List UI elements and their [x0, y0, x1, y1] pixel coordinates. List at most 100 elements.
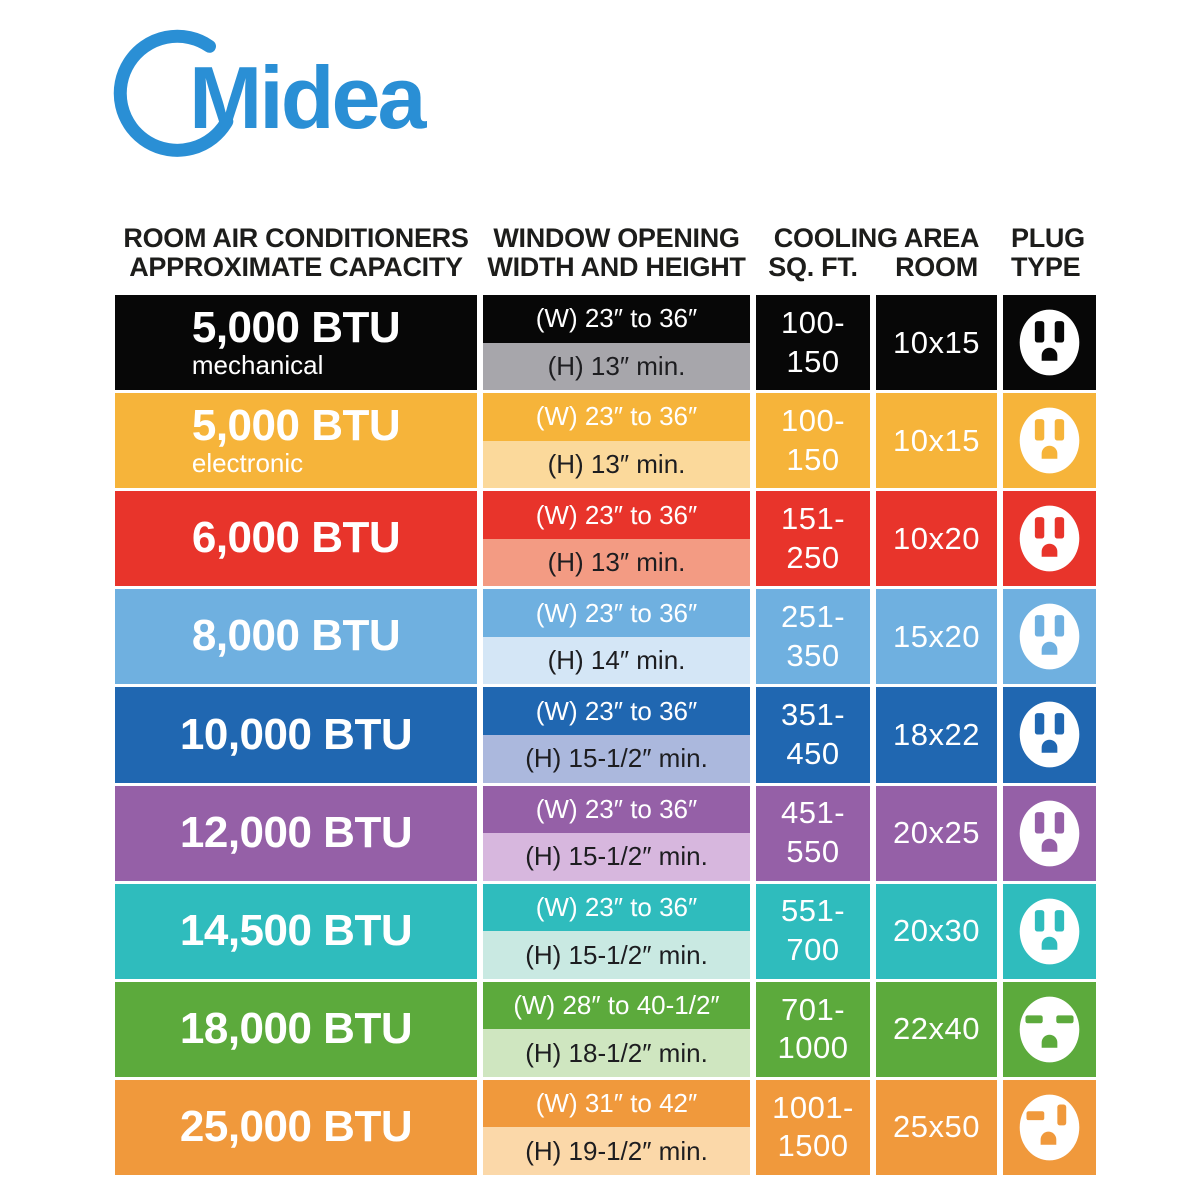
capacity-text-block: 10,000 BTU — [179, 709, 413, 759]
btu-value: 6,000 BTU — [191, 513, 401, 563]
room-size-cell: 22x40 — [876, 981, 997, 1077]
cooling-area-line2: 700 — [786, 932, 840, 968]
plug-type-cell — [1003, 687, 1096, 783]
header-cooling-area: COOLING AREA SQ. FT. ROOM — [756, 224, 997, 282]
capacity-cell: 18,000 BTU — [115, 981, 477, 1077]
header-cooling-sqft: SQ. FT. — [768, 252, 858, 282]
room-size-cell: 10x20 — [876, 491, 997, 587]
room-size-cell: 25x50 — [876, 1079, 997, 1175]
window-height-value: (H) 13″ min. — [483, 440, 750, 489]
window-width-value: (W) 28″ to 40-1/2″ — [483, 981, 750, 1030]
cooling-area-sqft-cell: 451- 550 — [756, 785, 870, 881]
midea-logo-graphic: Midea — [113, 29, 430, 157]
power-outlet-icon — [1019, 505, 1080, 572]
room-size-cell: 15x20 — [876, 589, 997, 685]
capacity-text-block: 8,000 BTU — [191, 611, 401, 661]
plug-type-cell — [1003, 981, 1096, 1077]
cooling-area-sqft-cell: 151- 250 — [756, 491, 870, 587]
window-height-value: (H) 15-1/2″ min. — [483, 735, 750, 783]
power-outlet-icon — [1019, 702, 1080, 768]
window-opening-cell: (W) 23″ to 36″ (H) 13″ min. — [483, 393, 750, 489]
window-opening-cell: (W) 23″ to 36″ (H) 15-1/2″ min. — [483, 785, 750, 881]
cooling-area-sqft-cell: 1001- 1500 — [756, 1079, 870, 1175]
cooling-area-line2: 550 — [786, 834, 840, 870]
table-row: 25,000 BTU (W) 31″ to 42″ (H) 19-1/2″ mi… — [115, 1079, 1096, 1175]
plug-type-cell — [1003, 589, 1096, 685]
capacity-cell: 6,000 BTU — [115, 491, 477, 587]
cooling-area-sqft-cell: 551- 700 — [756, 883, 870, 979]
room-size-cell: 10x15 — [876, 295, 997, 391]
cooling-area-sqft-cell: 100- 150 — [756, 393, 870, 489]
window-opening-cell: (W) 31″ to 42″ (H) 19-1/2″ min. — [483, 1079, 750, 1175]
capacity-cell: 5,000 BTU electronic — [115, 393, 477, 489]
power-outlet-icon — [1019, 407, 1080, 474]
power-outlet-icon — [1019, 800, 1080, 867]
window-height-value: (H) 14″ min. — [483, 636, 750, 685]
header-cooling-room: ROOM — [895, 252, 978, 282]
window-height-value: (H) 13″ min. — [483, 538, 750, 587]
window-opening-cell: (W) 23″ to 36″ (H) 15-1/2″ min. — [483, 687, 750, 783]
power-outlet-icon — [1019, 996, 1080, 1063]
btu-value: 10,000 BTU — [179, 709, 413, 759]
window-opening-cell: (W) 23″ to 36″ (H) 13″ min. — [483, 491, 750, 587]
btu-value: 14,500 BTU — [179, 905, 413, 955]
cooling-area-line2: 1000 — [777, 1030, 849, 1066]
power-outlet-icon — [1019, 309, 1080, 376]
table-row: 6,000 BTU (W) 23″ to 36″ (H) 13″ min. 15… — [115, 491, 1096, 587]
window-width-value: (W) 23″ to 36″ — [483, 687, 750, 735]
cooling-area-line1: 100- — [780, 304, 846, 340]
cooling-area-sqft-cell: 351- 450 — [756, 687, 870, 783]
capacity-cell: 14,500 BTU — [115, 883, 477, 979]
window-opening-cell: (W) 23″ to 36″ (H) 13″ min. — [483, 295, 750, 391]
table-row: 18,000 BTU (W) 28″ to 40-1/2″ (H) 18-1/2… — [115, 981, 1096, 1077]
cooling-area-line2: 450 — [786, 735, 840, 771]
capacity-text-block: 14,500 BTU — [179, 905, 413, 955]
window-height-value: (H) 18-1/2″ min. — [483, 1029, 750, 1077]
window-width-value: (W) 31″ to 42″ — [483, 1079, 750, 1128]
logo-brand-text: Midea — [189, 48, 427, 147]
room-size-cell: 10x15 — [876, 393, 997, 489]
btu-value: 8,000 BTU — [191, 611, 401, 661]
room-size-cell: 18x22 — [876, 687, 997, 783]
window-height-value: (H) 15-1/2″ min. — [483, 833, 750, 881]
header-window-line1: WINDOW OPENING — [493, 223, 740, 253]
capacity-text-block: 18,000 BTU — [180, 1006, 413, 1052]
window-height-value: (H) 19-1/2″ min. — [483, 1127, 750, 1175]
table-row: 5,000 BTU electronic (W) 23″ to 36″ (H) … — [115, 393, 1096, 489]
logo-swoosh-icon — [113, 29, 234, 157]
btu-value: 5,000 BTU — [191, 302, 401, 352]
cooling-area-sqft-cell: 701- 1000 — [756, 981, 870, 1077]
header-cooling-title: COOLING AREA — [773, 223, 980, 253]
power-outlet-icon — [1019, 898, 1080, 965]
cooling-area-line2: 350 — [786, 637, 840, 673]
table-row: 12,000 BTU (W) 23″ to 36″ (H) 15-1/2″ mi… — [115, 785, 1096, 881]
plug-type-cell — [1003, 785, 1096, 881]
cooling-area-line1: 151- — [780, 501, 846, 537]
cooling-area-line2: 150 — [786, 343, 840, 379]
header-window: WINDOW OPENING WIDTH AND HEIGHT — [483, 224, 750, 282]
capacity-text-block: 6,000 BTU — [191, 513, 401, 563]
cooling-area-line1: 451- — [780, 795, 846, 831]
plug-type-cell — [1003, 491, 1096, 587]
capacity-cell: 12,000 BTU — [115, 785, 477, 881]
capacity-text-block: 5,000 BTU mechanical — [191, 302, 401, 380]
header-capacity: ROOM AIR CONDITIONERS APPROXIMATE CAPACI… — [115, 224, 477, 282]
cooling-area-line1: 251- — [780, 599, 846, 635]
room-size-cell: 20x30 — [876, 883, 997, 979]
cooling-area-line2: 250 — [786, 539, 840, 575]
btu-value: 25,000 BTU — [179, 1101, 413, 1151]
table-header: ROOM AIR CONDITIONERS APPROXIMATE CAPACI… — [115, 224, 1096, 282]
capacity-cell: 8,000 BTU — [115, 589, 477, 685]
cooling-area-line2: 1500 — [777, 1128, 849, 1164]
header-plug-line2: TYPE — [1011, 252, 1081, 282]
window-width-value: (W) 23″ to 36″ — [483, 785, 750, 834]
header-window-line2: WIDTH AND HEIGHT — [487, 252, 746, 282]
window-width-value: (W) 23″ to 36″ — [483, 589, 750, 637]
plug-type-cell — [1003, 883, 1096, 979]
header-plug-type: PLUG TYPE — [1003, 224, 1096, 282]
window-height-value: (H) 15-1/2″ min. — [483, 931, 750, 979]
table-row: 10,000 BTU (W) 23″ to 36″ (H) 15-1/2″ mi… — [115, 687, 1096, 783]
capacity-cell: 5,000 BTU mechanical — [115, 295, 477, 391]
btu-subtype: mechanical — [191, 349, 324, 380]
